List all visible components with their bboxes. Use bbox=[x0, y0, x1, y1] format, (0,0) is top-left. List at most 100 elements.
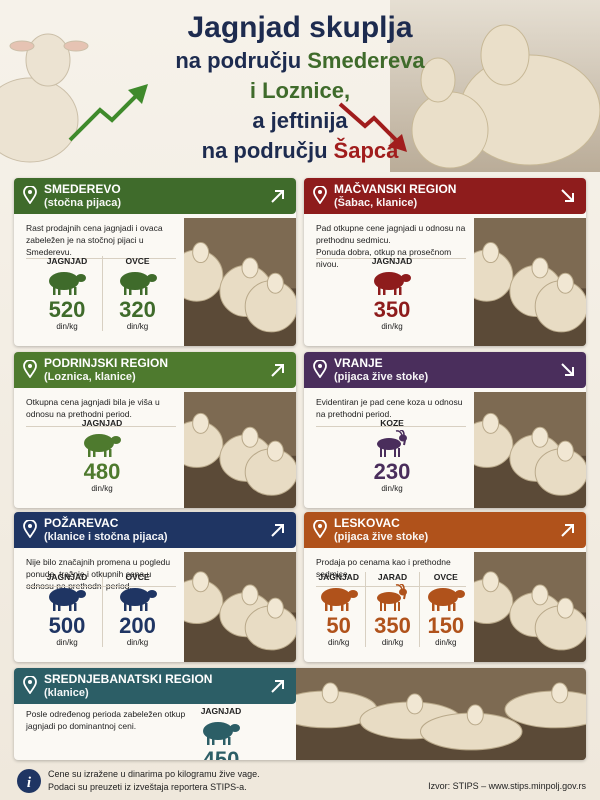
leg bbox=[128, 287, 131, 295]
price-item: JAGNJAD450din/kg bbox=[189, 706, 253, 760]
item-value: 150 bbox=[427, 613, 465, 638]
leg bbox=[345, 603, 349, 611]
description: Evidentiran je pad cene koza u odnosu na… bbox=[316, 396, 466, 420]
pin-icon bbox=[313, 186, 327, 204]
body bbox=[427, 588, 458, 606]
description-text: Pad otkupne cene jagnjadi u odnosu na pr… bbox=[316, 223, 466, 245]
price-item: JAGNJAD 500 din/kg bbox=[32, 572, 102, 647]
leg bbox=[394, 448, 396, 457]
region-subtitle: (pijaca žive stoke) bbox=[334, 531, 429, 543]
item-unit: din/kg bbox=[381, 484, 403, 493]
pin bbox=[23, 520, 37, 538]
title-line: na području Šapca bbox=[120, 136, 480, 166]
footer: i Cene su izražene u dinarima po kilogra… bbox=[0, 762, 600, 800]
region-subtitle: (stočna pijaca) bbox=[44, 197, 122, 209]
body bbox=[49, 588, 79, 606]
pin-dot bbox=[28, 524, 32, 528]
description: Pad otkupne cene jagnjadi u odnosu na pr… bbox=[316, 222, 466, 270]
beard bbox=[403, 593, 407, 600]
sheep-head bbox=[241, 257, 259, 279]
leg bbox=[398, 602, 401, 611]
leg bbox=[383, 287, 386, 295]
trend-arrow bbox=[271, 364, 284, 377]
sheep-head bbox=[482, 412, 500, 434]
animal-icon bbox=[427, 588, 465, 611]
leg bbox=[384, 602, 387, 611]
item-label: JAGNJAD bbox=[46, 256, 88, 266]
price-item: JAGNJAD 520 din/kg bbox=[32, 256, 102, 331]
leg bbox=[74, 603, 77, 611]
photo bbox=[296, 668, 586, 760]
leg bbox=[69, 603, 72, 611]
up-arrow bbox=[68, 90, 142, 142]
down-arrow bbox=[338, 102, 402, 146]
head bbox=[347, 590, 358, 598]
body bbox=[119, 588, 150, 606]
item-unit: din/kg bbox=[435, 638, 457, 647]
price-item: OVCE 320 din/kg bbox=[102, 256, 172, 331]
leg bbox=[223, 737, 226, 745]
source: Izvor: STIPS – www.stips.minpolj.gov.rs bbox=[428, 781, 586, 791]
leg bbox=[58, 603, 61, 611]
photo bbox=[474, 218, 586, 346]
trend-arrow bbox=[271, 190, 284, 203]
sheep-head bbox=[266, 440, 284, 462]
arrow bbox=[561, 524, 574, 537]
description: Rast prodajnih cena jagnjadi i ovaca zab… bbox=[26, 222, 176, 258]
title-text: Šapca bbox=[333, 138, 399, 163]
card-header: SREDNJEBANATSKI REGION (klanice) bbox=[14, 668, 296, 704]
region-card: MAČVANSKI REGION (Šabac, klanice) Pad otku… bbox=[304, 178, 586, 346]
leg bbox=[212, 737, 215, 745]
down-arrowhead bbox=[388, 134, 407, 152]
sheep-head bbox=[556, 272, 574, 294]
arrow bbox=[271, 190, 284, 203]
pin-icon bbox=[23, 676, 37, 694]
animal-icon bbox=[119, 272, 157, 295]
leg bbox=[380, 602, 383, 611]
pin-dot bbox=[28, 190, 32, 194]
sheep-head bbox=[192, 412, 210, 434]
divider bbox=[26, 426, 176, 427]
trend-arrow bbox=[561, 189, 574, 202]
region-name: SREDNJEBANATSKI REGION bbox=[44, 672, 213, 686]
title-text: i Loznice, bbox=[249, 78, 351, 103]
pin-icon bbox=[23, 360, 37, 378]
body bbox=[377, 592, 402, 604]
item-value: 50 bbox=[326, 613, 351, 638]
animal-icon bbox=[374, 272, 411, 295]
info-icon: i bbox=[17, 769, 41, 793]
photo bbox=[184, 218, 296, 346]
leg bbox=[109, 449, 112, 457]
head bbox=[146, 590, 157, 598]
pin-icon bbox=[313, 360, 327, 378]
leg bbox=[228, 737, 231, 745]
item-unit: din/kg bbox=[381, 322, 403, 331]
region-subtitle: (pijaca žive stoke) bbox=[334, 371, 429, 383]
leg bbox=[74, 287, 77, 295]
leg bbox=[123, 603, 126, 611]
pin-dot bbox=[318, 524, 322, 528]
title-text: Smedereva bbox=[307, 48, 425, 73]
item-unit: din/kg bbox=[327, 638, 350, 647]
description: Prodaja po cenama kao i prethodne sedmic… bbox=[316, 556, 466, 580]
description-text: Posle određenog perioda zabeležen otkup … bbox=[26, 709, 186, 731]
item-unit: din/kg bbox=[91, 484, 113, 493]
leg bbox=[53, 603, 56, 611]
card-header: SMEDEREVO (stočna pijaca) bbox=[14, 178, 296, 214]
leg bbox=[88, 449, 91, 457]
leg bbox=[144, 603, 147, 611]
leg bbox=[104, 449, 107, 457]
animal-icon bbox=[49, 588, 86, 611]
sheep-head bbox=[531, 426, 549, 448]
item-label: JAGNJAD bbox=[200, 706, 242, 716]
head bbox=[401, 274, 411, 282]
pin-dot bbox=[318, 190, 322, 194]
trend-arrow bbox=[271, 680, 284, 693]
head bbox=[399, 434, 407, 442]
animal-icon bbox=[320, 588, 358, 611]
head bbox=[399, 588, 408, 596]
price-item: JAGNJAD 480 din/kg bbox=[67, 418, 137, 493]
item-value: 350 bbox=[373, 297, 411, 322]
region-card: POŽAREVAC (klanice i stočna pijaca) Nije b… bbox=[14, 512, 296, 662]
